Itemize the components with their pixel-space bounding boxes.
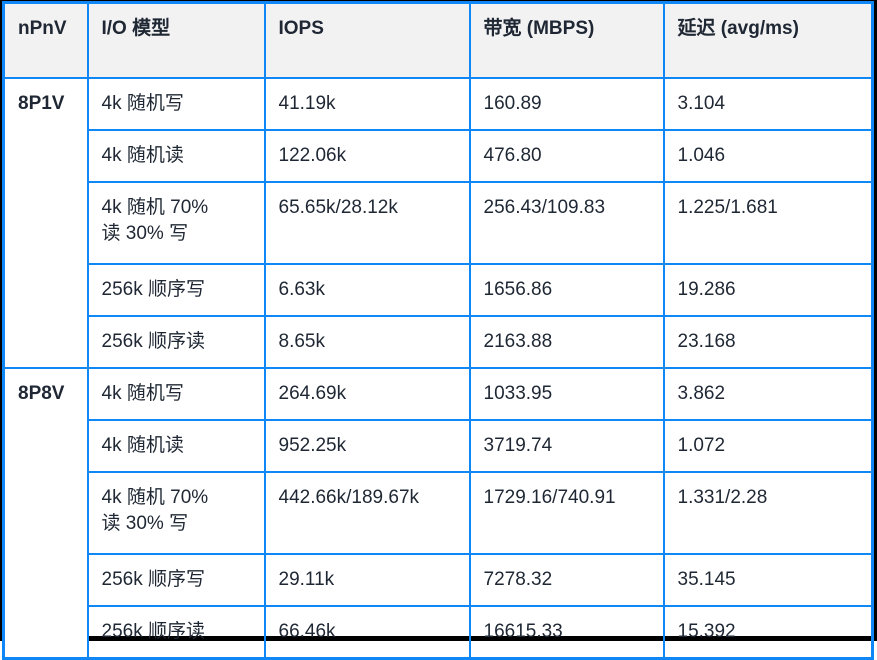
group-label-8p8v: 8P8V	[2, 367, 89, 659]
model-cell: 256k 顺序写	[86, 553, 266, 607]
model-cell: 256k 顺序写	[86, 263, 266, 317]
iops-cell: 66.46k	[263, 605, 471, 659]
iops-cell: 29.11k	[263, 553, 471, 607]
latency-cell: 3.104	[662, 77, 874, 131]
table-row: 256k 顺序读 66.46k 16615.33 15.392	[4, 605, 874, 659]
iops-cell: 122.06k	[263, 129, 471, 183]
group-label-8p1v: 8P1V	[2, 77, 89, 369]
iops-cell: 442.66k/189.67k	[263, 471, 471, 555]
model-cell: 4k 随机写	[86, 77, 266, 131]
bandwidth-cell: 476.80	[468, 129, 665, 183]
model-cell: 4k 随机写	[86, 367, 266, 421]
latency-cell: 19.286	[662, 263, 874, 317]
model-cell: 4k 随机 70% 读 30% 写	[86, 471, 266, 555]
latency-cell: 1.331/2.28	[662, 471, 874, 555]
table-row: 256k 顺序读 8.65k 2163.88 23.168	[4, 315, 874, 369]
model-cell: 4k 随机读	[86, 419, 266, 473]
iops-cell: 8.65k	[263, 315, 471, 369]
latency-cell: 3.862	[662, 367, 874, 421]
bandwidth-cell: 1729.16/740.91	[468, 471, 665, 555]
table-row: 4k 随机 70% 读 30% 写 442.66k/189.67k 1729.1…	[4, 471, 874, 555]
model-cell: 256k 顺序读	[86, 315, 266, 369]
iops-cell: 952.25k	[263, 419, 471, 473]
bandwidth-cell: 1033.95	[468, 367, 665, 421]
bandwidth-cell: 7278.32	[468, 553, 665, 607]
table-row: 4k 随机读 122.06k 476.80 1.046	[4, 129, 874, 183]
model-cell: 4k 随机 70% 读 30% 写	[86, 181, 266, 265]
bandwidth-cell: 3719.74	[468, 419, 665, 473]
bandwidth-cell: 16615.33	[468, 605, 665, 659]
iops-cell: 65.65k/28.12k	[263, 181, 471, 265]
latency-cell: 23.168	[662, 315, 874, 369]
table-row: 8P1V 4k 随机写 41.19k 160.89 3.104	[2, 77, 874, 369]
table-row: 256k 顺序写 29.11k 7278.32 35.145	[4, 553, 874, 607]
col-header-npnv: nPnV	[2, 1, 89, 79]
table-row: 4k 随机 70% 读 30% 写 65.65k/28.12k 256.43/1…	[4, 181, 874, 265]
iops-cell: 6.63k	[263, 263, 471, 317]
model-cell: 256k 顺序读	[86, 605, 266, 659]
col-header-io-model: I/O 模型	[86, 1, 266, 79]
iops-cell: 41.19k	[263, 77, 471, 131]
bandwidth-cell: 2163.88	[468, 315, 665, 369]
table-row: 4k 随机读 952.25k 3719.74 1.072	[4, 419, 874, 473]
col-header-iops: IOPS	[263, 1, 471, 79]
iops-cell: 264.69k	[263, 367, 471, 421]
latency-cell: 35.145	[662, 553, 874, 607]
latency-cell: 1.225/1.681	[662, 181, 874, 265]
model-cell: 4k 随机读	[86, 129, 266, 183]
latency-cell: 1.072	[662, 419, 874, 473]
header-row: nPnV I/O 模型 IOPS 带宽 (MBPS) 延迟 (avg/ms)	[2, 1, 874, 79]
table-row: 256k 顺序写 6.63k 1656.86 19.286	[4, 263, 874, 317]
bandwidth-cell: 160.89	[468, 77, 665, 131]
table-row: 8P8V 4k 随机写 264.69k 1033.95 3.862	[2, 367, 874, 659]
col-header-latency: 延迟 (avg/ms)	[662, 1, 874, 79]
bandwidth-cell: 1656.86	[468, 263, 665, 317]
latency-cell: 1.046	[662, 129, 874, 183]
latency-cell: 15.392	[662, 605, 874, 659]
col-header-bandwidth: 带宽 (MBPS)	[468, 1, 665, 79]
bandwidth-cell: 256.43/109.83	[468, 181, 665, 265]
